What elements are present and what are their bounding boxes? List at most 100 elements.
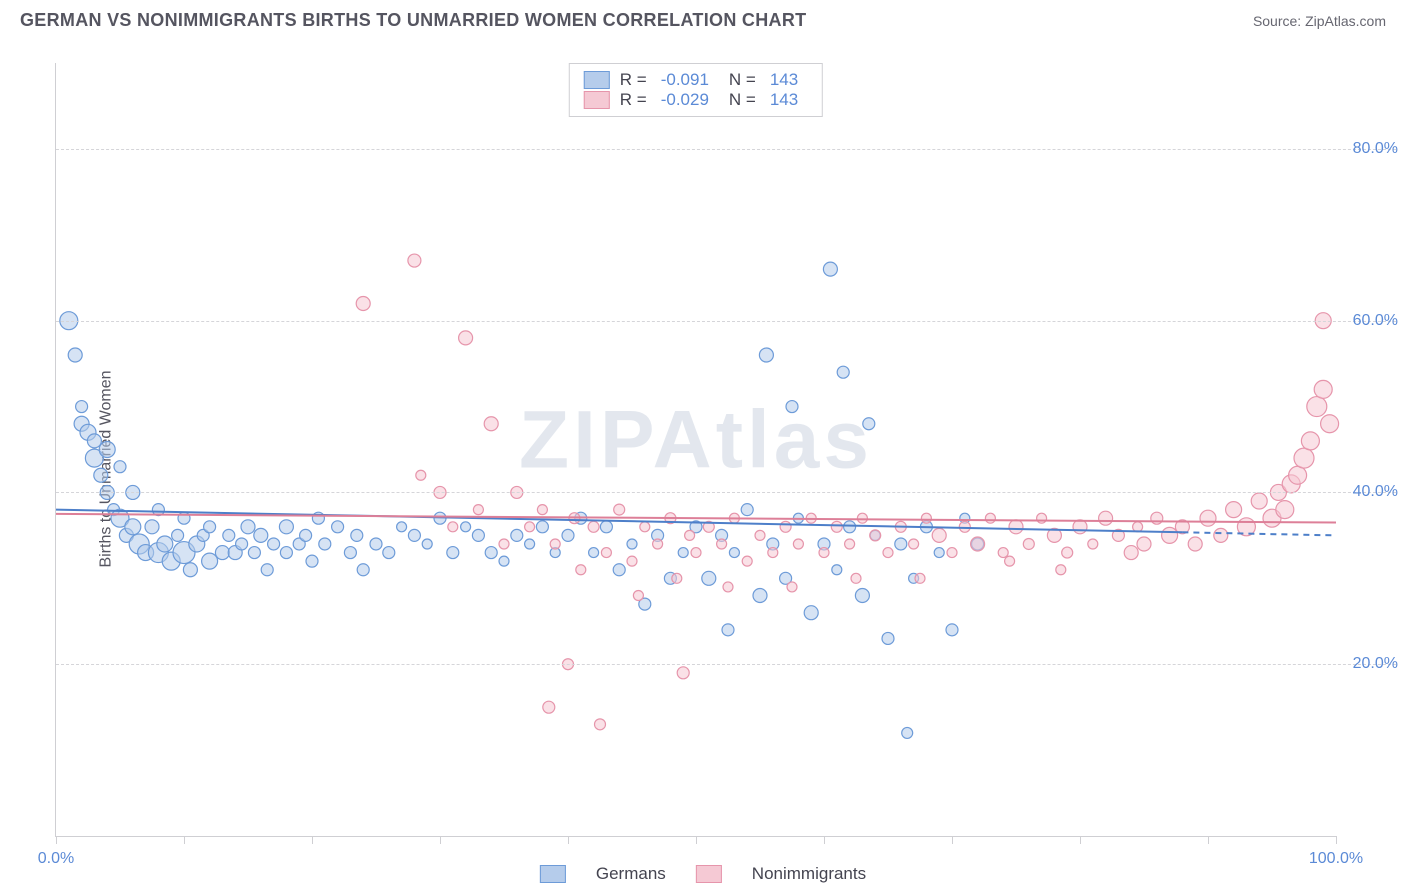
swatch-nonimmigrants: [584, 91, 610, 109]
data-point: [844, 521, 856, 533]
x-tick: [1080, 836, 1081, 844]
data-point: [723, 582, 733, 592]
data-point: [1188, 537, 1202, 551]
data-point: [145, 520, 159, 534]
data-point: [499, 556, 509, 566]
data-point: [742, 556, 752, 566]
data-point: [1056, 565, 1066, 575]
legend-stats-row-germans: R = -0.091 N = 143: [584, 70, 808, 90]
gridline: [56, 321, 1396, 322]
data-point: [172, 529, 184, 541]
data-point: [595, 719, 606, 730]
data-point: [472, 529, 484, 541]
x-tick: [1208, 836, 1209, 844]
data-point: [947, 548, 957, 558]
data-point: [959, 521, 970, 532]
n-label: N =: [729, 90, 756, 110]
data-point: [485, 547, 497, 559]
data-point: [459, 331, 473, 345]
data-point: [351, 529, 363, 541]
x-tick: [696, 836, 697, 844]
data-point: [448, 522, 458, 532]
data-point: [653, 539, 663, 549]
data-point: [759, 348, 773, 362]
data-point: [1251, 493, 1267, 509]
data-point: [741, 504, 753, 516]
data-point: [882, 632, 894, 644]
data-point: [998, 548, 1008, 558]
data-point: [832, 565, 842, 575]
data-point: [717, 539, 727, 549]
data-point: [678, 548, 688, 558]
data-point: [855, 589, 869, 603]
data-point: [484, 417, 498, 431]
data-point: [157, 536, 173, 552]
y-tick-label: 20.0%: [1353, 655, 1398, 673]
data-point: [1062, 547, 1073, 558]
swatch-germans: [584, 71, 610, 89]
y-tick-label: 60.0%: [1353, 312, 1398, 330]
data-point: [902, 727, 913, 738]
x-tick: [952, 836, 953, 844]
r-label: R =: [620, 70, 647, 90]
data-point: [589, 548, 599, 558]
data-point: [677, 667, 689, 679]
data-point: [819, 548, 829, 558]
data-point: [932, 528, 946, 542]
data-point: [536, 521, 548, 533]
data-point: [344, 547, 356, 559]
data-point: [202, 553, 218, 569]
data-point: [254, 528, 268, 542]
data-point: [857, 513, 867, 523]
data-point: [357, 564, 369, 576]
data-point: [1214, 528, 1228, 542]
source-attribution: Source: ZipAtlas.com: [1253, 13, 1386, 29]
x-tick: [440, 836, 441, 844]
data-point: [1037, 513, 1047, 523]
data-point: [1088, 539, 1098, 549]
data-point: [99, 442, 115, 458]
data-point: [408, 529, 420, 541]
legend-stats-box: R = -0.091 N = 143 R = -0.029 N = 143: [569, 63, 823, 117]
data-point: [883, 548, 893, 558]
x-tick: [56, 836, 57, 844]
data-point: [261, 564, 273, 576]
data-point: [114, 461, 126, 473]
chart-header: GERMAN VS NONIMMIGRANTS BIRTHS TO UNMARR…: [0, 0, 1406, 36]
data-point: [921, 513, 931, 523]
data-point: [241, 520, 255, 534]
data-point: [125, 519, 141, 535]
source-link[interactable]: ZipAtlas.com: [1305, 13, 1386, 29]
data-point: [576, 565, 586, 575]
data-point: [68, 348, 82, 362]
data-point: [223, 529, 235, 541]
data-point: [627, 556, 637, 566]
data-point: [640, 522, 650, 532]
swatch-germans-bottom: [540, 865, 566, 883]
x-tick-label: 0.0%: [38, 850, 74, 868]
legend-stats-row-nonimmigrants: R = -0.029 N = 143: [584, 90, 808, 110]
data-point: [1133, 522, 1143, 532]
data-point: [1099, 511, 1113, 525]
data-point: [94, 468, 108, 482]
data-point: [1307, 397, 1327, 417]
data-point: [909, 539, 919, 549]
data-point: [1009, 520, 1023, 534]
data-point: [863, 418, 875, 430]
data-point: [722, 624, 734, 636]
data-point: [279, 520, 293, 534]
data-point: [461, 522, 471, 532]
data-point: [1200, 510, 1216, 526]
data-point: [499, 539, 509, 549]
data-point: [1023, 538, 1034, 549]
plot-area: ZIPAtlas R = -0.091 N = 143 R = -0.029 N…: [55, 63, 1336, 837]
x-tick: [312, 836, 313, 844]
data-point: [1124, 546, 1138, 560]
data-point: [300, 529, 312, 541]
data-point: [600, 521, 612, 533]
x-tick: [824, 836, 825, 844]
data-point: [332, 521, 344, 533]
legend-series: Germans Nonimmigrants: [540, 864, 866, 884]
data-point: [87, 434, 101, 448]
data-point: [729, 548, 739, 558]
